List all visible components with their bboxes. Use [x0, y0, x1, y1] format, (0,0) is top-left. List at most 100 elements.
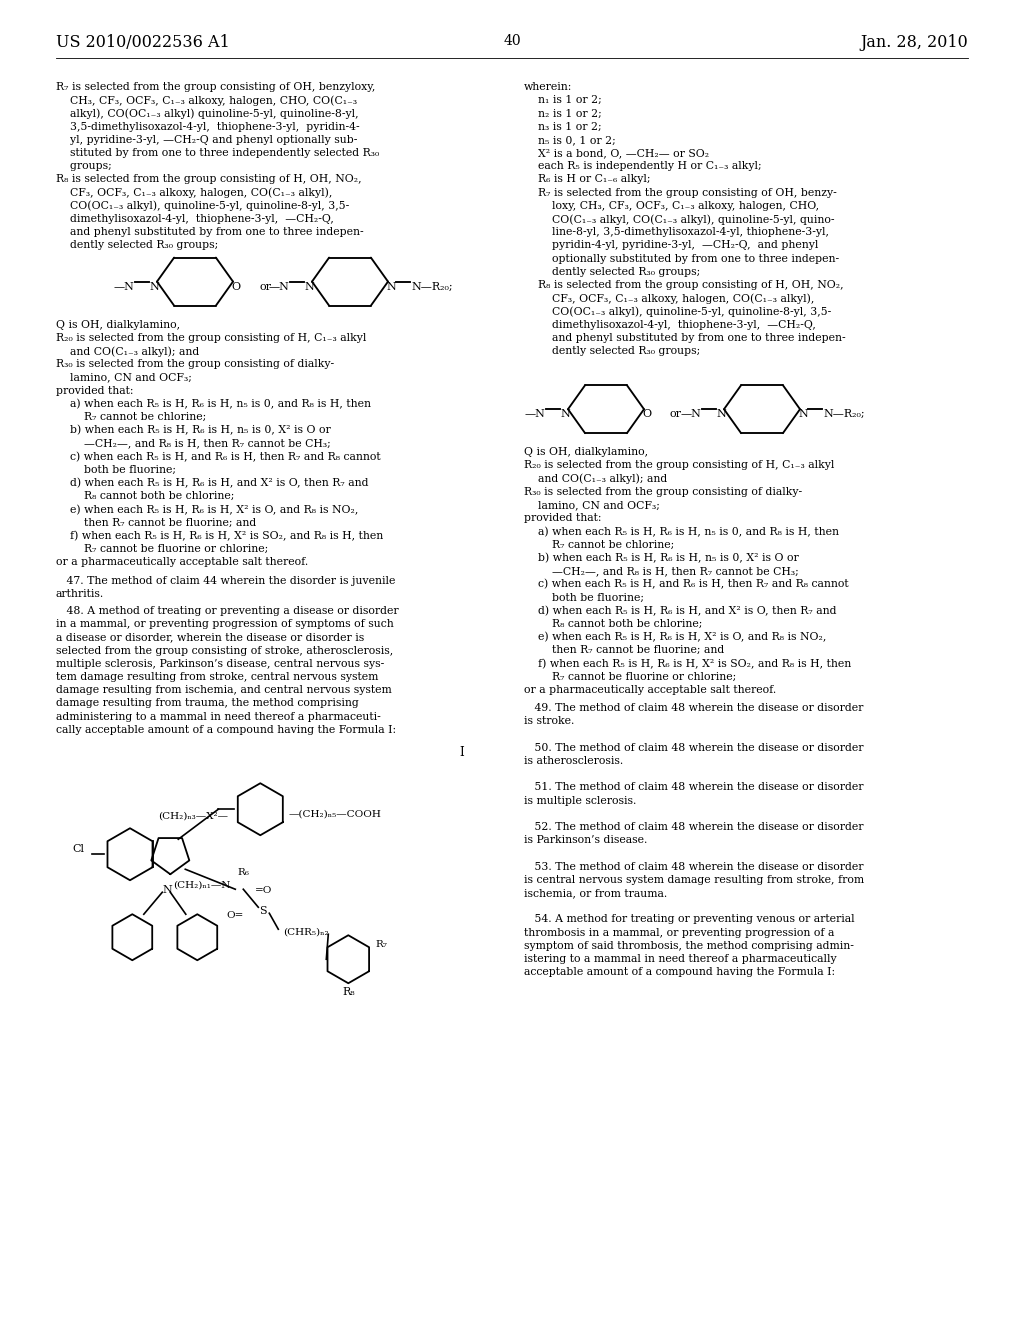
Text: I: I [460, 746, 464, 759]
Text: CF₃, OCF₃, C₁₋₃ alkoxy, halogen, CO(C₁₋₃ alkyl),: CF₃, OCF₃, C₁₋₃ alkoxy, halogen, CO(C₁₋₃… [56, 187, 333, 198]
Text: —CH₂—, and R₈ is H, then R₇ cannot be CH₃;: —CH₂—, and R₈ is H, then R₇ cannot be CH… [56, 438, 331, 449]
Text: lamino, CN and OCF₃;: lamino, CN and OCF₃; [56, 372, 191, 383]
Text: is multiple sclerosis.: is multiple sclerosis. [524, 796, 636, 805]
Text: R₂₀ is selected from the group consisting of H, C₁₋₃ alkyl: R₂₀ is selected from the group consistin… [56, 333, 367, 343]
Text: —N: —N [268, 281, 289, 292]
Text: Q is OH, dialkylamino,: Q is OH, dialkylamino, [56, 319, 180, 330]
Text: administering to a mammal in need thereof a pharmaceuti-: administering to a mammal in need thereo… [56, 711, 381, 722]
Text: R₂₀ is selected from the group consisting of H, C₁₋₃ alkyl: R₂₀ is selected from the group consistin… [524, 461, 835, 470]
Text: tem damage resulting from stroke, central nervous system: tem damage resulting from stroke, centra… [56, 672, 379, 682]
Text: 52. The method of claim 48 wherein the disease or disorder: 52. The method of claim 48 wherein the d… [524, 822, 863, 832]
Text: f) when each R₅ is H, R₆ is H, X² is SO₂, and R₈ is H, then: f) when each R₅ is H, R₆ is H, X² is SO₂… [524, 659, 851, 669]
Text: arthritis.: arthritis. [56, 589, 104, 599]
Text: or a pharmaceutically acceptable salt thereof.: or a pharmaceutically acceptable salt th… [524, 685, 776, 694]
Text: is Parkinson’s disease.: is Parkinson’s disease. [524, 836, 647, 845]
Text: or a pharmaceutically acceptable salt thereof.: or a pharmaceutically acceptable salt th… [56, 557, 308, 568]
Text: R₃₀ is selected from the group consisting of dialky-: R₃₀ is selected from the group consistin… [524, 487, 802, 496]
Text: N: N [163, 886, 172, 895]
Text: —CH₂—, and R₈ is H, then R₇ cannot be CH₃;: —CH₂—, and R₈ is H, then R₇ cannot be CH… [524, 566, 799, 576]
Text: dently selected R₃₀ groups;: dently selected R₃₀ groups; [524, 346, 700, 356]
Text: n₁ is 1 or 2;: n₁ is 1 or 2; [524, 95, 602, 106]
Text: R₇: R₇ [376, 940, 387, 949]
Text: N: N [386, 281, 396, 292]
Text: N—R₂₀;: N—R₂₀; [823, 409, 864, 420]
Text: c) when each R₅ is H, and R₆ is H, then R₇ and R₈ cannot: c) when each R₅ is H, and R₆ is H, then … [56, 451, 381, 462]
Text: R₈ cannot both be chlorine;: R₈ cannot both be chlorine; [524, 619, 702, 628]
Text: both be fluorine;: both be fluorine; [56, 465, 176, 475]
Text: thrombosis in a mammal, or preventing progression of a: thrombosis in a mammal, or preventing pr… [524, 928, 835, 937]
Text: multiple sclerosis, Parkinson’s disease, central nervous sys-: multiple sclerosis, Parkinson’s disease,… [56, 659, 384, 669]
Text: dently selected R₃₀ groups;: dently selected R₃₀ groups; [56, 240, 218, 251]
Text: groups;: groups; [56, 161, 112, 172]
Text: a) when each R₅ is H, R₆ is H, n₅ is 0, and R₈ is H, then: a) when each R₅ is H, R₆ is H, n₅ is 0, … [524, 527, 839, 537]
Text: e) when each R₅ is H, R₆ is H, X² is O, and R₈ is NO₂,: e) when each R₅ is H, R₆ is H, X² is O, … [524, 632, 826, 643]
Text: R₈ cannot both be chlorine;: R₈ cannot both be chlorine; [56, 491, 234, 502]
Text: N: N [560, 409, 570, 420]
Text: O: O [642, 409, 651, 420]
Text: b) when each R₅ is H, R₆ is H, n₅ is 0, X² is O or: b) when each R₅ is H, R₆ is H, n₅ is 0, … [524, 553, 799, 564]
Text: or: or [259, 281, 271, 292]
Text: R₇ cannot be chlorine;: R₇ cannot be chlorine; [56, 412, 206, 422]
Text: 54. A method for treating or preventing venous or arterial: 54. A method for treating or preventing … [524, 915, 855, 924]
Text: CF₃, OCF₃, C₁₋₃ alkoxy, halogen, CO(C₁₋₃ alkyl),: CF₃, OCF₃, C₁₋₃ alkoxy, halogen, CO(C₁₋₃… [524, 293, 814, 304]
Text: provided that:: provided that: [524, 513, 601, 523]
Text: dimethylisoxazol-4-yl,  thiophene-3-yl,  —CH₂-Q,: dimethylisoxazol-4-yl, thiophene-3-yl, —… [524, 319, 816, 330]
Text: ischemia, or from trauma.: ischemia, or from trauma. [524, 888, 668, 898]
Text: is central nervous system damage resulting from stroke, from: is central nervous system damage resulti… [524, 875, 864, 884]
Text: and CO(C₁₋₃ alkyl); and: and CO(C₁₋₃ alkyl); and [524, 474, 668, 484]
Text: 3,5-dimethylisoxazol-4-yl,  thiophene-3-yl,  pyridin-4-: 3,5-dimethylisoxazol-4-yl, thiophene-3-y… [56, 121, 359, 132]
Text: cally acceptable amount of a compound having the Formula I:: cally acceptable amount of a compound ha… [56, 725, 396, 735]
Text: stituted by from one to three independently selected R₃₀: stituted by from one to three independen… [56, 148, 379, 158]
Text: Cl: Cl [72, 845, 84, 854]
Text: CO(OC₁₋₃ alkyl), quinoline-5-yl, quinoline-8-yl, 3,5-: CO(OC₁₋₃ alkyl), quinoline-5-yl, quinoli… [56, 201, 349, 211]
Text: d) when each R₅ is H, R₆ is H, and X² is O, then R₇ and: d) when each R₅ is H, R₆ is H, and X² is… [524, 606, 837, 616]
Text: N: N [304, 281, 314, 292]
Text: b) when each R₅ is H, R₆ is H, n₅ is 0, X² is O or: b) when each R₅ is H, R₆ is H, n₅ is 0, … [56, 425, 331, 436]
Text: istering to a mammal in need thereof a pharmaceutically: istering to a mammal in need thereof a p… [524, 954, 837, 964]
Text: is atherosclerosis.: is atherosclerosis. [524, 756, 624, 766]
Text: R₈ is selected from the group consisting of H, OH, NO₂,: R₈ is selected from the group consisting… [524, 280, 844, 290]
Text: or: or [670, 409, 682, 420]
Text: and phenyl substituted by from one to three indepen-: and phenyl substituted by from one to th… [56, 227, 364, 238]
Text: damage resulting from trauma, the method comprising: damage resulting from trauma, the method… [56, 698, 358, 709]
Text: N—R₂₀;: N—R₂₀; [411, 281, 453, 292]
Text: CH₃, CF₃, OCF₃, C₁₋₃ alkoxy, halogen, CHO, CO(C₁₋₃: CH₃, CF₃, OCF₃, C₁₋₃ alkoxy, halogen, CH… [56, 95, 357, 106]
Text: each R₅ is independently H or C₁₋₃ alkyl;: each R₅ is independently H or C₁₋₃ alkyl… [524, 161, 762, 172]
Text: lamino, CN and OCF₃;: lamino, CN and OCF₃; [524, 500, 659, 510]
Text: is stroke.: is stroke. [524, 717, 574, 726]
Text: —(CH₂)ₙ₅—COOH: —(CH₂)ₙ₅—COOH [289, 809, 381, 818]
Text: US 2010/0022536 A1: US 2010/0022536 A1 [56, 34, 229, 51]
Text: yl, pyridine-3-yl, —CH₂-Q and phenyl optionally sub-: yl, pyridine-3-yl, —CH₂-Q and phenyl opt… [56, 135, 357, 145]
Text: R₇ cannot be fluorine or chlorine;: R₇ cannot be fluorine or chlorine; [524, 672, 736, 681]
Text: CO(C₁₋₃ alkyl, CO(C₁₋₃ alkyl), quinoline-5-yl, quino-: CO(C₁₋₃ alkyl, CO(C₁₋₃ alkyl), quinoline… [524, 214, 835, 224]
Text: optionally substituted by from one to three indepen-: optionally substituted by from one to th… [524, 253, 839, 264]
Text: then R₇ cannot be fluorine; and: then R₇ cannot be fluorine; and [56, 517, 256, 528]
Text: damage resulting from ischemia, and central nervous system: damage resulting from ischemia, and cent… [56, 685, 392, 696]
Text: —N: —N [113, 281, 134, 292]
Text: N: N [716, 409, 726, 420]
Text: 40: 40 [503, 34, 521, 48]
Text: R₆ is H or C₁₋₆ alkyl;: R₆ is H or C₁₋₆ alkyl; [524, 174, 650, 185]
Text: d) when each R₅ is H, R₆ is H, and X² is O, then R₇ and: d) when each R₅ is H, R₆ is H, and X² is… [56, 478, 369, 488]
Text: R₆: R₆ [238, 869, 249, 878]
Text: R₇ is selected from the group consisting of OH, benzyloxy,: R₇ is selected from the group consisting… [56, 82, 376, 92]
Text: f) when each R₅ is H, R₆ is H, X² is SO₂, and R₈ is H, then: f) when each R₅ is H, R₆ is H, X² is SO₂… [56, 531, 383, 541]
Text: pyridin-4-yl, pyridine-3-yl,  —CH₂-Q,  and phenyl: pyridin-4-yl, pyridine-3-yl, —CH₂-Q, and… [524, 240, 818, 251]
Text: R₃₀ is selected from the group consisting of dialky-: R₃₀ is selected from the group consistin… [56, 359, 334, 370]
Text: selected from the group consisting of stroke, atherosclerosis,: selected from the group consisting of st… [56, 645, 393, 656]
Text: CO(OC₁₋₃ alkyl), quinoline-5-yl, quinoline-8-yl, 3,5-: CO(OC₁₋₃ alkyl), quinoline-5-yl, quinoli… [524, 306, 831, 317]
Text: (CH₂)ₙ₃—X²—: (CH₂)ₙ₃—X²— [158, 812, 228, 821]
Text: R₇ is selected from the group consisting of OH, benzy-: R₇ is selected from the group consisting… [524, 187, 837, 198]
Text: in a mammal, or preventing progression of symptoms of such: in a mammal, or preventing progression o… [56, 619, 394, 630]
Text: c) when each R₅ is H, and R₆ is H, then R₇ and R₈ cannot: c) when each R₅ is H, and R₆ is H, then … [524, 579, 849, 590]
Text: alkyl), CO(OC₁₋₃ alkyl) quinoline-5-yl, quinoline-8-yl,: alkyl), CO(OC₁₋₃ alkyl) quinoline-5-yl, … [56, 108, 358, 119]
Text: X² is a bond, O, —CH₂— or SO₂: X² is a bond, O, —CH₂— or SO₂ [524, 148, 710, 158]
Text: dimethylisoxazol-4-yl,  thiophene-3-yl,  —CH₂-Q,: dimethylisoxazol-4-yl, thiophene-3-yl, —… [56, 214, 334, 224]
Text: n₃ is 1 or 2;: n₃ is 1 or 2; [524, 121, 602, 132]
Text: acceptable amount of a compound having the Formula I:: acceptable amount of a compound having t… [524, 968, 836, 977]
Text: =O: =O [255, 886, 272, 895]
Text: O=: O= [226, 911, 244, 920]
Text: S: S [259, 907, 267, 916]
Text: R₇ cannot be chlorine;: R₇ cannot be chlorine; [524, 540, 674, 549]
Text: both be fluorine;: both be fluorine; [524, 593, 644, 602]
